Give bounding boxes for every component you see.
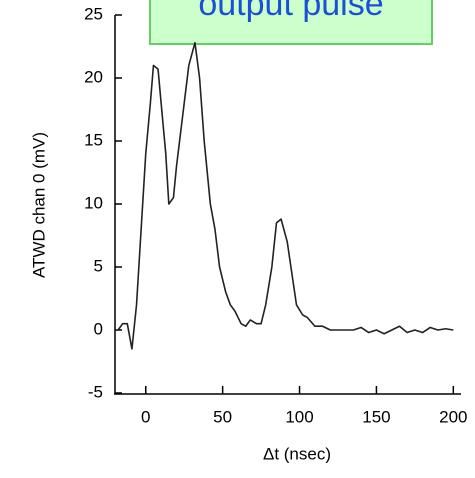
y-tick-label: 15 bbox=[84, 130, 103, 149]
title-box bbox=[149, 0, 433, 45]
x-axis-label: Δt (nsec) bbox=[263, 444, 331, 463]
y-tick-label: 5 bbox=[94, 256, 103, 275]
x-tick-label: 200 bbox=[439, 407, 467, 426]
chart-title: output pulse bbox=[198, 0, 383, 23]
y-tick-label: 25 bbox=[84, 4, 103, 23]
y-tick-label: 10 bbox=[84, 193, 103, 212]
y-axis-label: ATWD chan 0 (mV) bbox=[29, 132, 48, 278]
y-tick-label: -5 bbox=[88, 382, 103, 401]
x-tick-label: 0 bbox=[141, 407, 150, 426]
x-tick-label: 50 bbox=[213, 407, 232, 426]
y-tick-label: 0 bbox=[94, 319, 103, 338]
x-tick-label: 150 bbox=[362, 407, 390, 426]
y-tick-label: 20 bbox=[84, 67, 103, 86]
data-line bbox=[117, 41, 454, 350]
x-tick-label: 100 bbox=[285, 407, 313, 426]
